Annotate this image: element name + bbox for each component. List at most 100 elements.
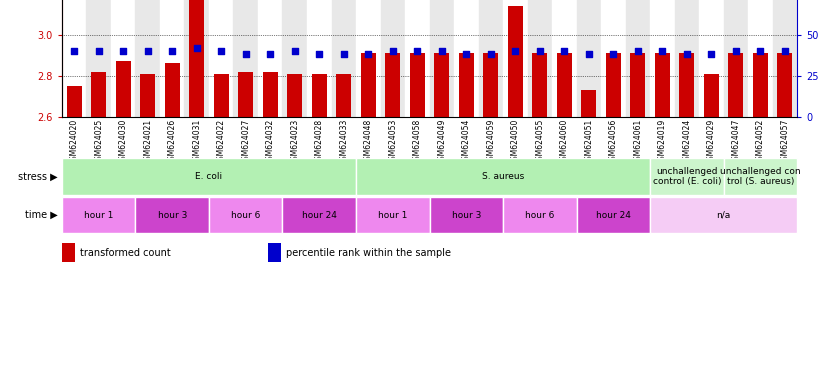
Point	[778, 48, 791, 54]
Point	[558, 48, 571, 54]
Text: hour 3: hour 3	[452, 210, 481, 220]
Bar	[62, 158, 356, 195]
Bar	[140, 74, 155, 117]
Text: S. aureus: S. aureus	[482, 172, 525, 181]
Point	[92, 48, 106, 54]
Bar	[557, 53, 572, 117]
Bar	[430, 0, 454, 117]
Point	[753, 48, 767, 54]
Text: hour 24: hour 24	[301, 210, 337, 220]
Bar	[729, 53, 743, 117]
Text: hour 24: hour 24	[596, 210, 631, 220]
Text: unchallenged con
trol (S. aureus): unchallenged con trol (S. aureus)	[720, 167, 800, 186]
Bar	[234, 0, 258, 117]
Bar	[165, 63, 179, 117]
Point	[362, 51, 375, 58]
Bar	[753, 53, 767, 117]
Bar	[704, 74, 719, 117]
Bar	[111, 0, 135, 117]
Point	[288, 48, 301, 54]
Point	[656, 48, 669, 54]
Bar	[655, 53, 670, 117]
Bar	[434, 53, 449, 117]
Bar	[209, 197, 282, 233]
Point	[435, 48, 449, 54]
Point	[68, 48, 81, 54]
Point	[729, 48, 743, 54]
Bar	[87, 0, 111, 117]
Text: percentile rank within the sample: percentile rank within the sample	[286, 248, 451, 258]
Point	[386, 48, 399, 54]
Bar	[307, 0, 331, 117]
Point	[705, 51, 718, 58]
Bar	[650, 197, 797, 233]
Bar	[478, 0, 503, 117]
Bar	[772, 0, 797, 117]
Point	[263, 51, 277, 58]
Point	[190, 45, 203, 51]
Bar	[577, 197, 650, 233]
Bar	[430, 197, 503, 233]
Bar	[312, 74, 326, 117]
Bar	[282, 197, 356, 233]
Bar	[748, 0, 772, 117]
Bar	[336, 74, 351, 117]
Bar	[184, 0, 209, 117]
Bar	[263, 72, 278, 117]
Point	[459, 51, 472, 58]
Text: stress ▶: stress ▶	[18, 172, 58, 182]
Bar	[650, 0, 675, 117]
Point	[240, 51, 253, 58]
Bar	[356, 0, 381, 117]
Bar	[601, 0, 625, 117]
Bar	[724, 158, 797, 195]
Point	[312, 51, 325, 58]
Bar	[552, 0, 577, 117]
Point	[680, 51, 693, 58]
Bar	[189, 0, 204, 117]
Point	[582, 51, 596, 58]
Bar	[135, 0, 160, 117]
Bar	[508, 6, 523, 117]
Bar	[268, 243, 281, 262]
Bar	[454, 0, 478, 117]
Bar	[258, 0, 282, 117]
Bar	[528, 0, 552, 117]
Bar	[287, 74, 302, 117]
Text: unchallenged
control (E. coli): unchallenged control (E. coli)	[653, 167, 721, 186]
Bar	[699, 0, 724, 117]
Text: time ▶: time ▶	[25, 210, 58, 220]
Bar	[116, 61, 131, 117]
Text: hour 1: hour 1	[378, 210, 407, 220]
Bar	[209, 0, 234, 117]
Bar	[533, 53, 547, 117]
Text: hour 6: hour 6	[231, 210, 260, 220]
Point	[337, 51, 350, 58]
Bar	[361, 53, 376, 117]
Point	[215, 48, 228, 54]
Bar	[577, 0, 601, 117]
Bar	[680, 53, 694, 117]
Bar	[386, 53, 400, 117]
Bar	[214, 74, 229, 117]
Bar	[675, 0, 699, 117]
Bar	[67, 86, 82, 117]
Bar	[724, 0, 748, 117]
Bar	[135, 197, 209, 233]
Point	[509, 48, 522, 54]
Bar	[459, 53, 473, 117]
Bar	[606, 53, 620, 117]
Text: transformed count: transformed count	[80, 248, 171, 258]
Bar	[282, 0, 307, 117]
Bar	[582, 90, 596, 117]
Text: hour 1: hour 1	[84, 210, 113, 220]
Text: E. coli: E. coli	[196, 172, 222, 181]
Bar	[92, 72, 106, 117]
Bar	[650, 158, 724, 195]
Bar	[331, 0, 356, 117]
Point	[631, 48, 644, 54]
Text: hour 6: hour 6	[525, 210, 554, 220]
Bar	[160, 0, 184, 117]
Point	[116, 48, 130, 54]
Bar	[62, 197, 135, 233]
